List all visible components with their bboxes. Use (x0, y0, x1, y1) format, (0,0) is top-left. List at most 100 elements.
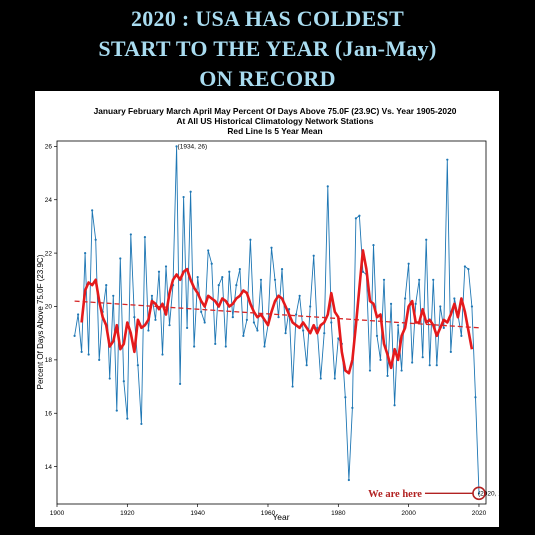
annual-point (217, 284, 220, 287)
annual-point (358, 214, 361, 217)
y-tick-label: 18 (45, 357, 53, 364)
annual-point (80, 350, 83, 353)
annual-point (361, 270, 365, 273)
annual-point (453, 297, 456, 300)
annual-point (316, 326, 319, 329)
annual-point (189, 190, 192, 193)
peak-annotation: (1934, 26) (178, 143, 208, 150)
annual-point (231, 316, 234, 319)
annual-point (291, 385, 294, 388)
annual-point (263, 345, 266, 348)
annual-point (326, 185, 329, 188)
annual-point (302, 329, 305, 332)
annual-point (193, 345, 196, 348)
annual-point (351, 406, 354, 410)
annual-point (186, 326, 189, 329)
annual-point (305, 364, 308, 367)
annual-point (94, 238, 97, 241)
annual-point (91, 209, 94, 212)
annual-point (73, 334, 76, 337)
chart-panel: January February March April May Percent… (35, 91, 499, 527)
annual-point (298, 294, 301, 297)
annual-point (235, 284, 238, 287)
annual-point (122, 380, 125, 383)
y-tick-label: 24 (45, 197, 53, 204)
annual-point (84, 252, 87, 255)
annual-point (463, 265, 467, 268)
annual-point (273, 278, 277, 281)
annual-point (396, 324, 400, 327)
annual-point (372, 243, 375, 247)
headline-line-2: START TO THE YEAR (Jan-May) (98, 36, 437, 61)
annual-point (161, 353, 164, 356)
annual-point (129, 233, 132, 236)
x-tick-label: 1920 (120, 510, 135, 517)
annual-point (382, 278, 386, 281)
annual-point (393, 404, 396, 407)
annual-point (354, 217, 357, 220)
annual-point (256, 329, 259, 332)
annual-point (108, 377, 111, 380)
annual-point (280, 268, 284, 271)
annual-point (400, 369, 403, 372)
annual-point (200, 310, 203, 313)
y-tick-label: 22 (45, 250, 53, 257)
y-axis-label: Percent Of Days Above 75.0F (23.9C) (36, 254, 45, 389)
annual-point (150, 294, 154, 297)
annual-point (411, 361, 414, 364)
annual-point (210, 262, 213, 265)
x-axis-label: Year (272, 512, 289, 522)
y-tick-label: 14 (45, 464, 53, 471)
annual-point (143, 235, 147, 239)
annual-point (407, 262, 410, 265)
annual-point (249, 238, 252, 241)
annual-point (242, 334, 245, 337)
annual-point (435, 364, 438, 367)
annual-point (418, 278, 421, 281)
annual-point (375, 334, 379, 337)
annual-point (203, 321, 206, 324)
annual-point (136, 364, 139, 367)
x-tick-label: 2020 (472, 510, 487, 517)
annual-point (439, 305, 442, 308)
annual-point (126, 417, 129, 420)
y-tick-label: 26 (45, 144, 53, 151)
annual-point (428, 364, 431, 367)
annual-point (446, 158, 449, 161)
annual-point (140, 422, 143, 426)
x-tick-label: 1900 (50, 510, 65, 517)
annual-point (147, 329, 150, 332)
annual-point (115, 409, 118, 412)
chart: January February March April May Percent… (36, 106, 499, 522)
chart-title-line-3: Red Line Is 5 Year Mean (227, 126, 322, 136)
annual-point (207, 249, 210, 252)
annual-point (112, 294, 115, 297)
annual-point (330, 321, 333, 324)
annual-point (432, 278, 435, 281)
annual-point (245, 318, 248, 321)
annual-point (368, 369, 372, 372)
chart-title-line-2: At All US Historical Climatology Network… (177, 116, 374, 126)
annual-point (175, 145, 178, 148)
annual-point (295, 313, 298, 316)
five-year-mean-line (80, 249, 474, 375)
chart-title-line-1: January February March April May Percent… (94, 106, 457, 116)
annual-point (323, 332, 326, 335)
x-tick-label: 2000 (401, 510, 416, 517)
annual-point (470, 305, 474, 308)
annual-point (386, 374, 389, 377)
headline-line-1: 2020 : USA HAS COLDEST (130, 6, 405, 31)
annual-point (178, 382, 182, 385)
annual-point (196, 276, 199, 279)
annual-point (284, 332, 287, 335)
annual-point (168, 324, 171, 327)
annual-point (467, 268, 470, 271)
annual-point (224, 345, 227, 348)
annual-point (442, 326, 445, 329)
x-tick-label: 1940 (190, 510, 205, 517)
annual-point (133, 316, 136, 319)
annual-point (312, 254, 315, 257)
annual-point (474, 396, 477, 399)
y-tick-label: 20 (45, 304, 53, 311)
annual-point (221, 276, 224, 279)
